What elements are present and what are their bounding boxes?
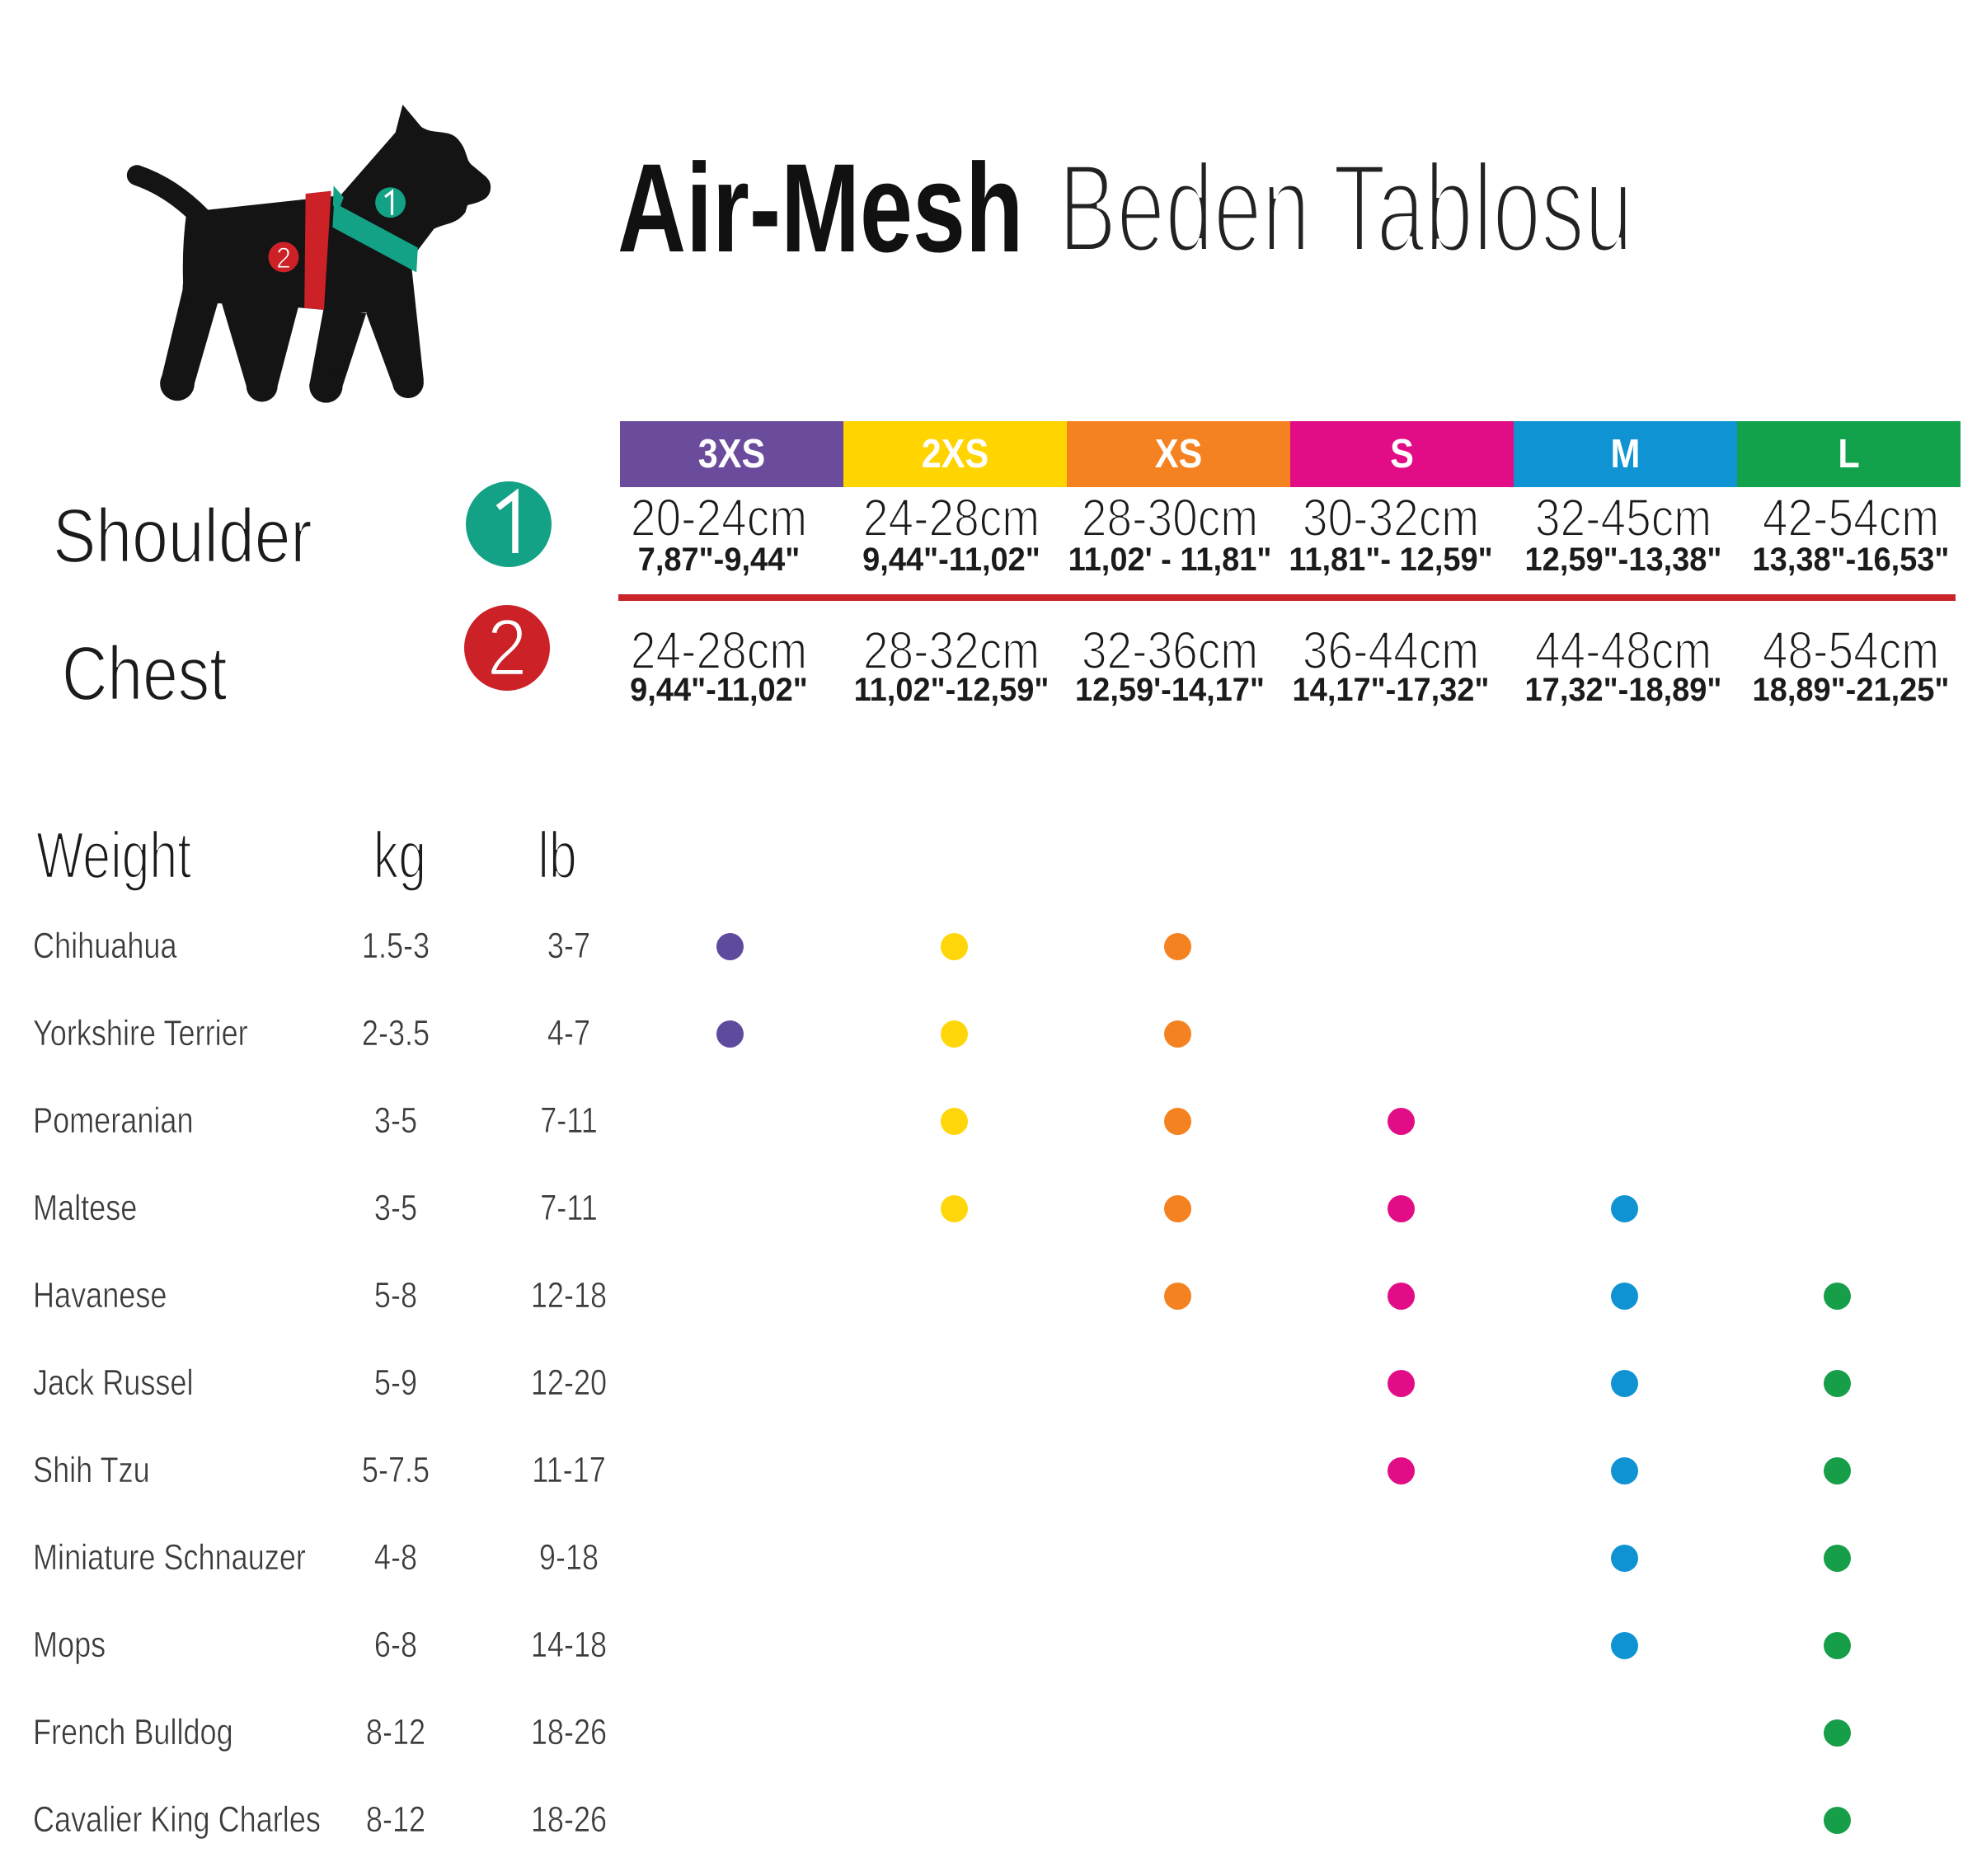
svg-text:2: 2 <box>276 242 291 274</box>
